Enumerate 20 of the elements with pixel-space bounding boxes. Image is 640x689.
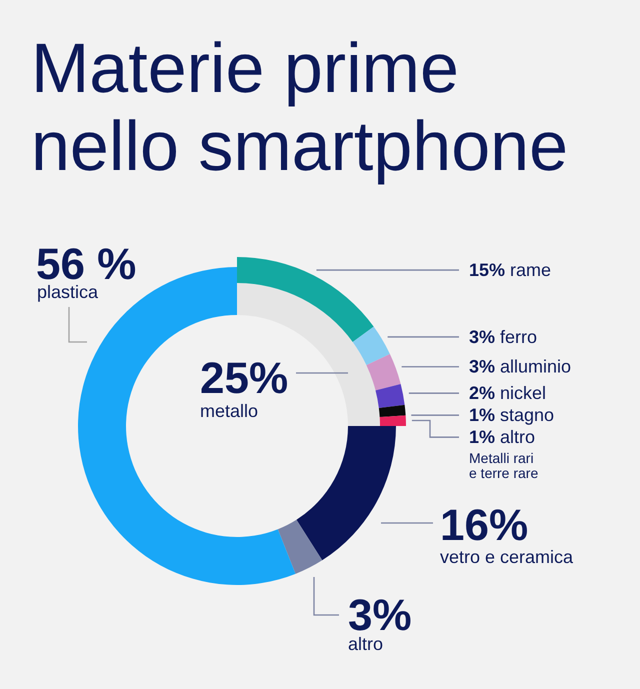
data-label: 16% (440, 501, 528, 550)
slice-label: ferro (495, 326, 538, 347)
data-label: 3% (469, 326, 496, 347)
data-label: 3% (469, 356, 496, 377)
slice-label: stagno (495, 405, 554, 426)
data-label: 25% (200, 354, 288, 403)
slice-label: altro (348, 634, 384, 654)
data-label: 1% (469, 405, 496, 426)
data-label: 1% (469, 427, 496, 448)
slice-label: nickel (495, 383, 546, 404)
slice-label: metallo (200, 401, 258, 421)
slice-label: plastica (37, 282, 100, 302)
slice-label: rame (505, 260, 552, 280)
slice-label: vetro e ceramica (440, 547, 574, 567)
slice-label: alluminio (495, 356, 572, 377)
data-label: 15% (469, 260, 506, 280)
text: Metalli rari e terre rare (469, 450, 538, 482)
chart-title: Materie prime nello smartphone (31, 29, 568, 185)
data-label: 2% (469, 383, 496, 404)
slice-label: altro (495, 427, 536, 448)
